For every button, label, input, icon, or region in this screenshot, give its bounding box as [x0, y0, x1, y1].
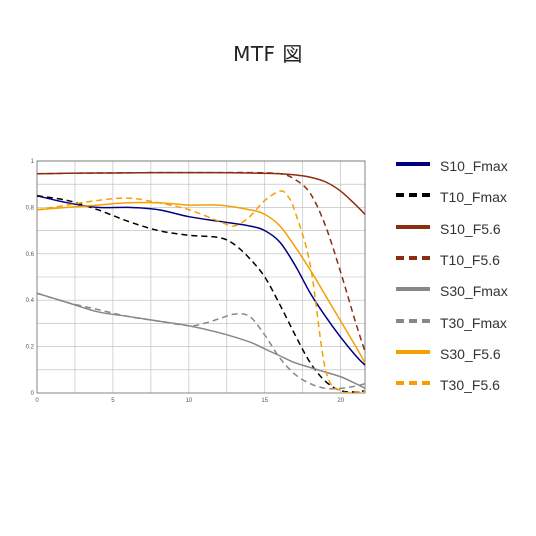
legend-label: T10_F5.6: [440, 251, 500, 268]
legend-label: T30_F5.6: [440, 377, 500, 394]
legend-swatch: [396, 162, 430, 166]
series-line-t10-f5-6: [36, 171, 366, 352]
series-line-s10-fmax: [36, 195, 366, 366]
legend-label: S30_Fmax: [440, 283, 508, 300]
y-tick-label: 0.4: [26, 298, 35, 304]
y-tick-label: 0.6: [26, 252, 35, 258]
grid: [37, 160, 365, 393]
x-tick-label: 5: [111, 398, 115, 404]
y-tick-label: 0.2: [26, 345, 35, 351]
series-line-t10-fmax: [36, 195, 366, 393]
x-tick-label: 15: [261, 398, 268, 404]
series-line-s30-f5-6: [36, 201, 366, 364]
legend-swatch: [396, 287, 430, 292]
legend-entry: T10_Fmax: [396, 189, 536, 209]
legend-label: S30_F5.6: [440, 345, 501, 362]
y-tick-label: 1: [31, 159, 35, 165]
legend-label: S10_F5.6: [440, 220, 501, 237]
x-tick-label: 20: [337, 398, 344, 404]
chart-title: MTF 図: [233, 42, 303, 66]
y-tick-label: 0: [31, 391, 35, 397]
series-line-s10-f5-6: [36, 171, 366, 215]
plot-border: [36, 160, 366, 394]
tick-labels: 0 5 10 15 20 0 0.2 0.4 0.6 0.8 1: [26, 159, 345, 404]
series-line-t30-fmax: [36, 292, 366, 390]
legend-label: T10_Fmax: [440, 189, 507, 206]
legend-entry: S10_Fmax: [396, 158, 536, 178]
legend-swatch: [396, 318, 430, 323]
legend-swatch: [396, 381, 430, 386]
series-line-t30-f5-6: [36, 190, 366, 394]
legend-entry: S30_F5.6: [396, 346, 536, 366]
x-tick-label: 10: [186, 398, 193, 404]
y-tick-label: 0.8: [26, 205, 35, 211]
legend-entry: S10_F5.6: [396, 221, 536, 241]
series-line-s30-fmax: [36, 292, 366, 390]
legend-entry: T30_Fmax: [396, 315, 536, 335]
series-lines: [36, 171, 366, 394]
legend-label: S10_Fmax: [440, 158, 508, 174]
legend-label: T30_Fmax: [440, 314, 507, 331]
legend-entry: S30_Fmax: [396, 283, 536, 303]
legend-swatch: [396, 193, 430, 198]
legend-swatch: [396, 224, 430, 229]
legend-swatch: [396, 349, 430, 354]
plot-frame: [36, 160, 366, 394]
legend-entry: T10_F5.6: [396, 252, 536, 272]
legend-swatch: [396, 255, 430, 260]
legend-entry: T30_F5.6: [396, 377, 536, 397]
x-tick-label: 0: [35, 398, 39, 404]
